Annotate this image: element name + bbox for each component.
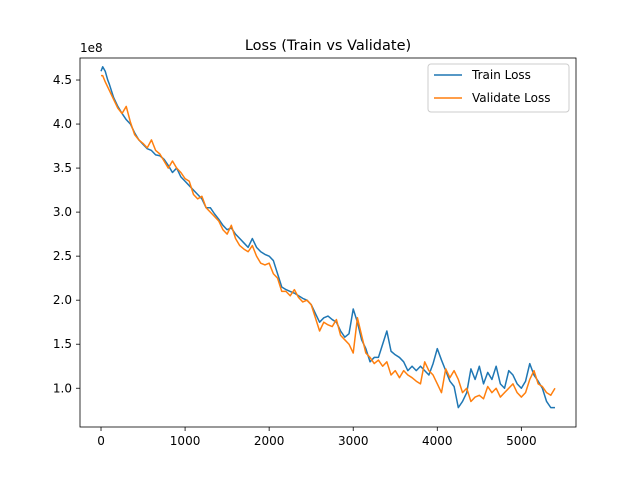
x-tick-label: 3000 xyxy=(338,434,369,448)
legend-label-train: Train Loss xyxy=(471,68,531,82)
series-layer xyxy=(100,66,556,409)
chart-title: Loss (Train vs Validate) xyxy=(245,38,411,54)
y-tick-label: 2.5 xyxy=(53,249,72,263)
x-tick-label: 2000 xyxy=(254,434,285,448)
train-loss-line xyxy=(100,66,555,409)
y-tick-label: 3.5 xyxy=(53,161,72,175)
y-tick-label: 2.0 xyxy=(53,293,72,307)
legend: Train Loss Validate Loss xyxy=(427,63,570,113)
x-tick-label: 4000 xyxy=(422,434,453,448)
y-tick-label: 1.5 xyxy=(53,337,72,351)
plot-frame xyxy=(79,57,577,428)
y-tick-label: 4.5 xyxy=(53,73,72,87)
x-tick-label: 0 xyxy=(97,434,105,448)
y-tick-label: 3.0 xyxy=(53,205,72,219)
y-tick-label: 1.0 xyxy=(53,381,72,395)
legend-label-validate: Validate Loss xyxy=(472,91,551,105)
x-tick-label: 5000 xyxy=(506,434,537,448)
y-tick-label: 4.0 xyxy=(53,117,72,131)
validate-loss-line xyxy=(101,74,556,403)
y-axis-multiplier: 1e8 xyxy=(80,41,103,55)
legend-box xyxy=(427,63,570,113)
x-tick-label: 1000 xyxy=(170,434,201,448)
axis-layer: 0 1000 2000 3000 4000 5000 1.0 1.5 2.0 2.5 3.0 3.5 4… xyxy=(53,57,577,448)
